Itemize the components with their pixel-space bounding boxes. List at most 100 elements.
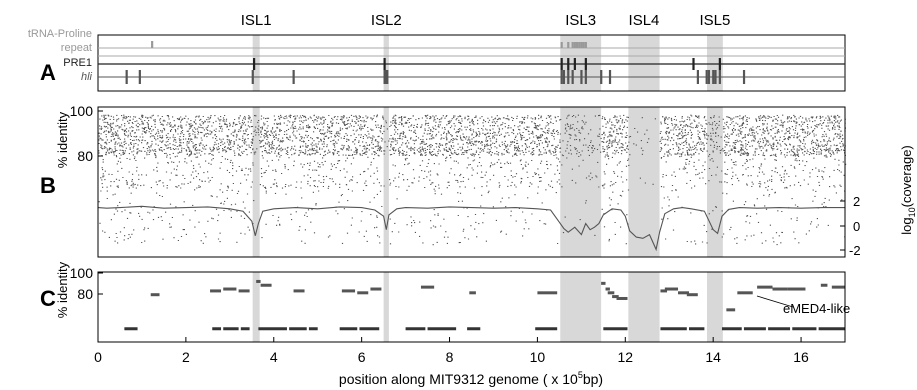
annotation-leader [756, 295, 794, 308]
repeat-mark [582, 42, 585, 48]
x-tick-label: 12 [618, 349, 634, 365]
identity-segment [293, 289, 305, 293]
identity-segment [831, 285, 845, 289]
hli-mark [742, 70, 746, 84]
right-label-b: log10(coverage) [899, 145, 917, 235]
island-band [383, 107, 389, 257]
hli-mark [125, 70, 128, 84]
island-label: ISL1 [241, 12, 272, 29]
ytick-b-80: 80 [77, 148, 93, 164]
repeat-mark [578, 42, 581, 48]
hli-mark [292, 70, 295, 84]
track-label-trna: tRNA-Proline [28, 28, 92, 40]
identity-segment [420, 285, 435, 289]
island-band [628, 35, 660, 91]
hli-mark [562, 70, 565, 84]
pre1-mark [560, 58, 563, 70]
hli-mark [567, 70, 570, 84]
coverage-line [97, 205, 845, 252]
hli-mark [386, 70, 389, 84]
pre1-mark [584, 58, 587, 70]
baseline-segment [743, 327, 766, 331]
hli-mark [600, 70, 603, 84]
identity-segment [601, 281, 606, 285]
island-label: ISL3 [565, 12, 596, 29]
hli-mark [712, 70, 715, 84]
hli-mark [584, 70, 587, 84]
hli-mark [696, 70, 699, 84]
x-tick-label: 14 [705, 349, 721, 365]
pre1-mark [383, 58, 386, 70]
baseline-segment [467, 327, 481, 331]
feature-marks [125, 41, 746, 84]
hli-mark [560, 70, 563, 84]
island-band [252, 272, 260, 342]
repeat-mark [571, 42, 574, 48]
identity-segment [370, 287, 382, 291]
x-tick-label: 0 [94, 349, 102, 365]
repeat-mark [580, 42, 583, 48]
ylabel-c: % identity [55, 261, 70, 318]
pre1-mark [718, 58, 721, 70]
pre1-mark [573, 58, 576, 70]
identity-segment [686, 293, 698, 297]
repeat-mark [560, 42, 563, 48]
identity-segment [260, 283, 272, 287]
baseline-segment [258, 327, 287, 331]
x-tick-label: 16 [793, 349, 809, 365]
panel-c-frame [97, 271, 846, 343]
x-tick-label: 6 [358, 349, 366, 365]
panel-b: B % identity 100 80 2 0 -2 log10(coverag… [40, 103, 917, 258]
hli-mark [571, 70, 574, 84]
identity-segment [612, 295, 619, 299]
island-band [383, 272, 389, 342]
island-label: ISL4 [629, 12, 660, 29]
hli-mark [707, 70, 710, 84]
hli-mark [580, 70, 583, 84]
identity-segment [757, 285, 773, 289]
track-label-pre1: PRE1 [63, 57, 92, 69]
rtick-b-2: 2 [853, 194, 860, 209]
island-band [252, 35, 260, 91]
hli-mark [608, 70, 612, 84]
panel-letter-a: A [40, 60, 56, 85]
identity-segment [357, 291, 369, 295]
x-tick-label: 10 [530, 349, 546, 365]
trna-mark [151, 41, 154, 48]
identity-segment [537, 291, 558, 295]
baseline-segment [768, 327, 791, 331]
island-band [707, 272, 723, 342]
identity-segment [660, 289, 668, 293]
baseline-segment [359, 327, 380, 331]
baseline-segment [603, 327, 628, 331]
identity-segment [616, 296, 628, 300]
ytick-c-100: 100 [70, 265, 94, 281]
baseline-segment [721, 327, 742, 331]
rtick-b-minus2: -2 [849, 243, 861, 258]
identity-segment [150, 293, 160, 297]
baseline-segment [427, 327, 457, 331]
identity-segment [256, 279, 261, 283]
hli-mark [705, 70, 708, 84]
identity-segment [787, 287, 806, 291]
baseline-segment [124, 327, 138, 331]
baseline-segment [689, 327, 705, 331]
rtick-b-0: 0 [853, 219, 860, 234]
identity-segment [772, 287, 788, 291]
island-band [383, 35, 389, 91]
ytick-b-100: 100 [70, 103, 94, 119]
identity-segment [469, 291, 476, 295]
identity-segment [726, 308, 736, 312]
identity-segment [210, 289, 222, 293]
baseline-segment [308, 327, 318, 331]
identity-segment [238, 289, 250, 293]
pre1-mark [567, 58, 570, 70]
identity-segment [223, 287, 237, 291]
x-axis-label: position along MIT9312 genome ( x 105bp) [339, 370, 603, 387]
baseline-segment [339, 327, 358, 331]
panel-a: A tRNA-Proline repeat PRE1 hli [28, 28, 846, 92]
pre1-mark [252, 58, 256, 70]
hli-mark [718, 70, 721, 84]
baseline-segment [289, 327, 307, 331]
